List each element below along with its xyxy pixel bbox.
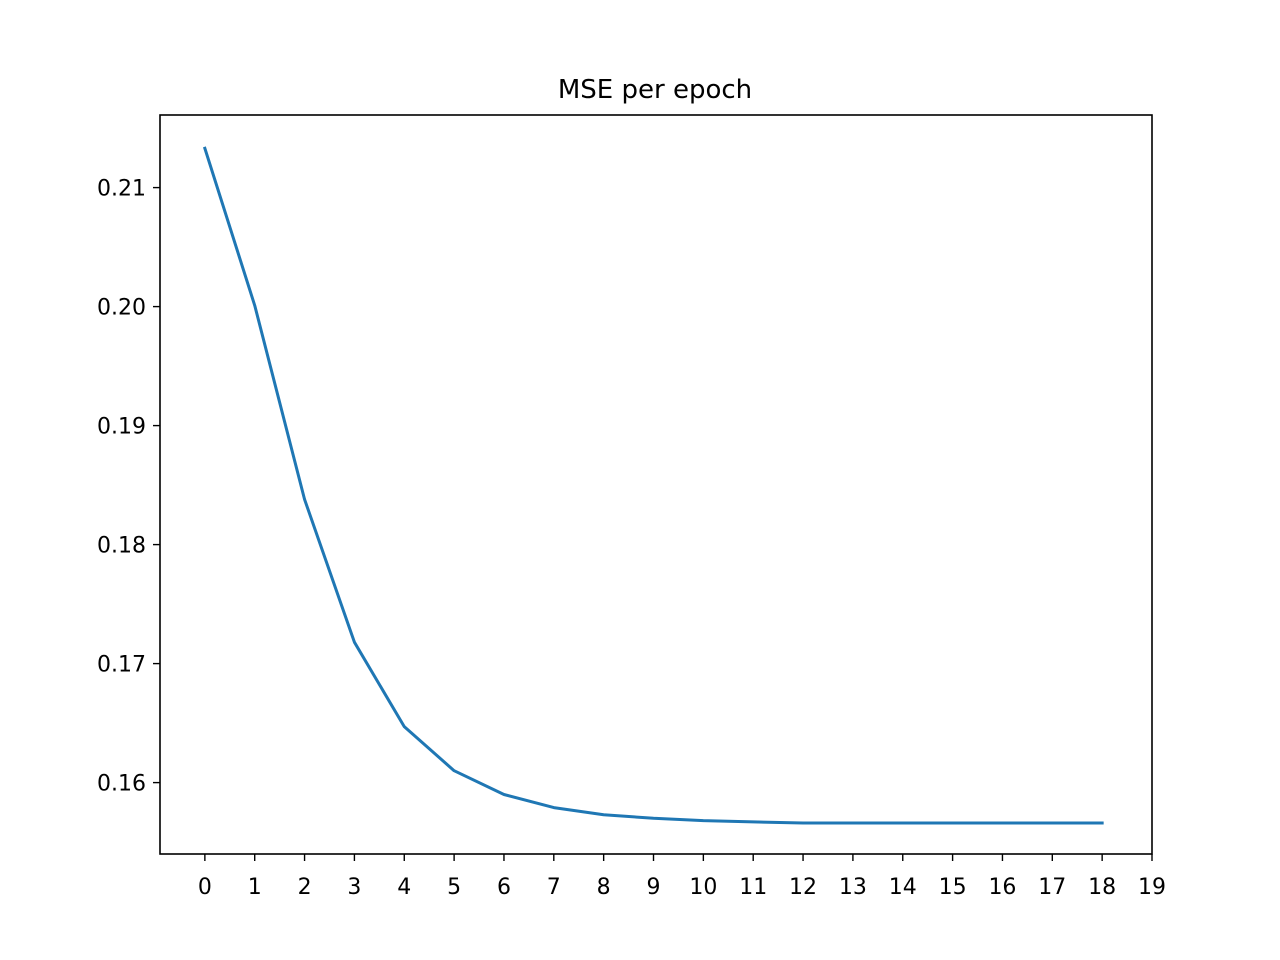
y-tick-label: 0.18 — [97, 534, 146, 559]
x-tick-label: 16 — [988, 875, 1016, 900]
x-tick-label: 19 — [1138, 875, 1166, 900]
x-tick-label: 12 — [789, 875, 817, 900]
x-tick-label: 3 — [347, 875, 361, 900]
x-tick-label: 4 — [397, 875, 411, 900]
x-tick-label: 9 — [647, 875, 661, 900]
x-tick-label: 13 — [839, 875, 867, 900]
mse-series-line — [202, 146, 1104, 825]
x-tick-label: 10 — [689, 875, 717, 900]
x-axis-ticks: 0 1 2 3 4 5 6 7 8 9 10 11 12 13 14 15 16 17 18 19 — [198, 854, 1166, 900]
plot-area — [202, 146, 1104, 825]
y-tick-label: 0.16 — [97, 772, 146, 797]
axes-frame — [159, 114, 1153, 855]
x-tick-label: 1 — [248, 875, 262, 900]
x-tick-label: 17 — [1038, 875, 1066, 900]
x-tick-label: 5 — [447, 875, 461, 900]
x-tick-label: 14 — [889, 875, 917, 900]
y-tick-label: 0.21 — [97, 177, 146, 202]
x-tick-label: 11 — [739, 875, 767, 900]
x-tick-label: 18 — [1088, 875, 1116, 900]
x-tick-label: 15 — [939, 875, 967, 900]
x-tick-label: 8 — [597, 875, 611, 900]
y-axis-ticks: 0.16 0.17 0.18 0.19 0.20 0.21 — [97, 177, 160, 797]
y-tick-label: 0.17 — [97, 653, 146, 678]
chart-title: MSE per epoch — [558, 75, 752, 105]
x-tick-label: 7 — [547, 875, 561, 900]
y-tick-label: 0.19 — [97, 415, 146, 440]
y-tick-label: 0.20 — [97, 296, 146, 321]
x-tick-label: 6 — [497, 875, 511, 900]
x-tick-label: 2 — [298, 875, 312, 900]
x-tick-label: 0 — [198, 875, 212, 900]
